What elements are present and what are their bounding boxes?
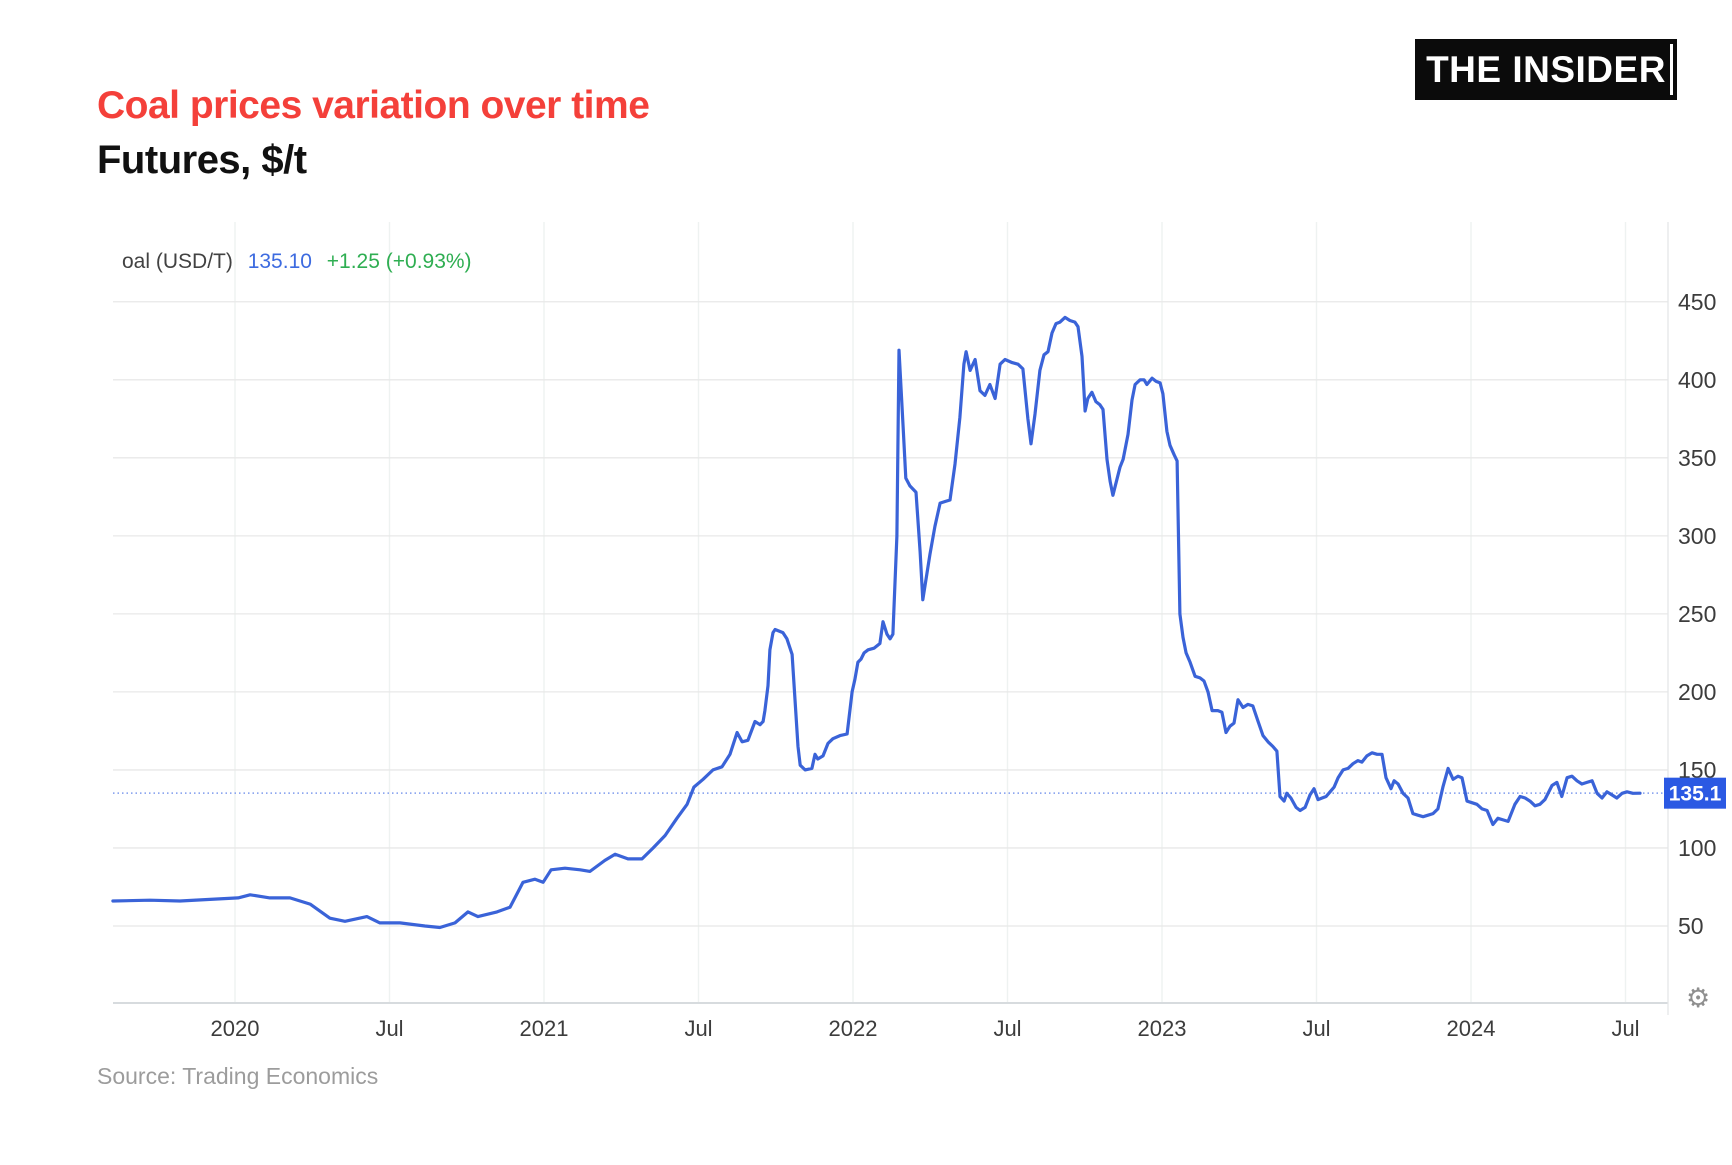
- x-axis-tick-label: 2022: [829, 1016, 878, 1041]
- brand-logo-text: THE INSIDER: [1426, 48, 1666, 90]
- y-axis-tick-label: 200: [1678, 679, 1716, 705]
- x-axis-tick-label: Jul: [993, 1016, 1021, 1041]
- logo-accent-bar: [1670, 44, 1673, 95]
- brand-logo: THE INSIDER: [1415, 39, 1677, 100]
- current-price-badge: [1664, 777, 1726, 809]
- y-axis-tick-label: 450: [1678, 289, 1716, 315]
- y-axis-tick-label: 400: [1678, 367, 1716, 393]
- legend-series-label: oal (USD/T): [122, 250, 233, 273]
- x-axis-tick-label: Jul: [1302, 1016, 1330, 1041]
- y-axis-tick-label: 300: [1678, 523, 1716, 549]
- page-subtitle: Futures, $/t: [97, 138, 307, 182]
- y-axis-tick-label: 250: [1678, 601, 1716, 627]
- x-axis-tick-label: 2024: [1447, 1016, 1496, 1041]
- x-axis-tick-label: 2021: [520, 1016, 569, 1041]
- x-axis-tick-label: 2023: [1138, 1016, 1187, 1041]
- chart-legend: oal (USD/T) 135.10 +1.25 (+0.93%): [122, 250, 481, 274]
- x-axis-tick-label: Jul: [375, 1016, 403, 1041]
- y-axis-tick-label: 350: [1678, 445, 1716, 471]
- y-axis-tick-label: 50: [1678, 913, 1704, 939]
- settings-gear-icon[interactable]: ⚙: [1686, 983, 1711, 1014]
- source-caption: Source: Trading Economics: [97, 1063, 379, 1089]
- current-price-badge-label: 135.1: [1669, 783, 1722, 806]
- y-axis-tick-label: 100: [1678, 835, 1716, 861]
- price-line[interactable]: [111, 315, 1642, 930]
- legend-change: +1.25 (+0.93%): [326, 250, 472, 273]
- legend-last-price: 135.10: [247, 250, 312, 273]
- page-title: Coal prices variation over time: [97, 84, 650, 127]
- x-axis-tick-label: 2020: [211, 1016, 260, 1041]
- x-axis-tick-label: Jul: [684, 1016, 712, 1041]
- x-axis-tick-label: Jul: [1611, 1016, 1639, 1041]
